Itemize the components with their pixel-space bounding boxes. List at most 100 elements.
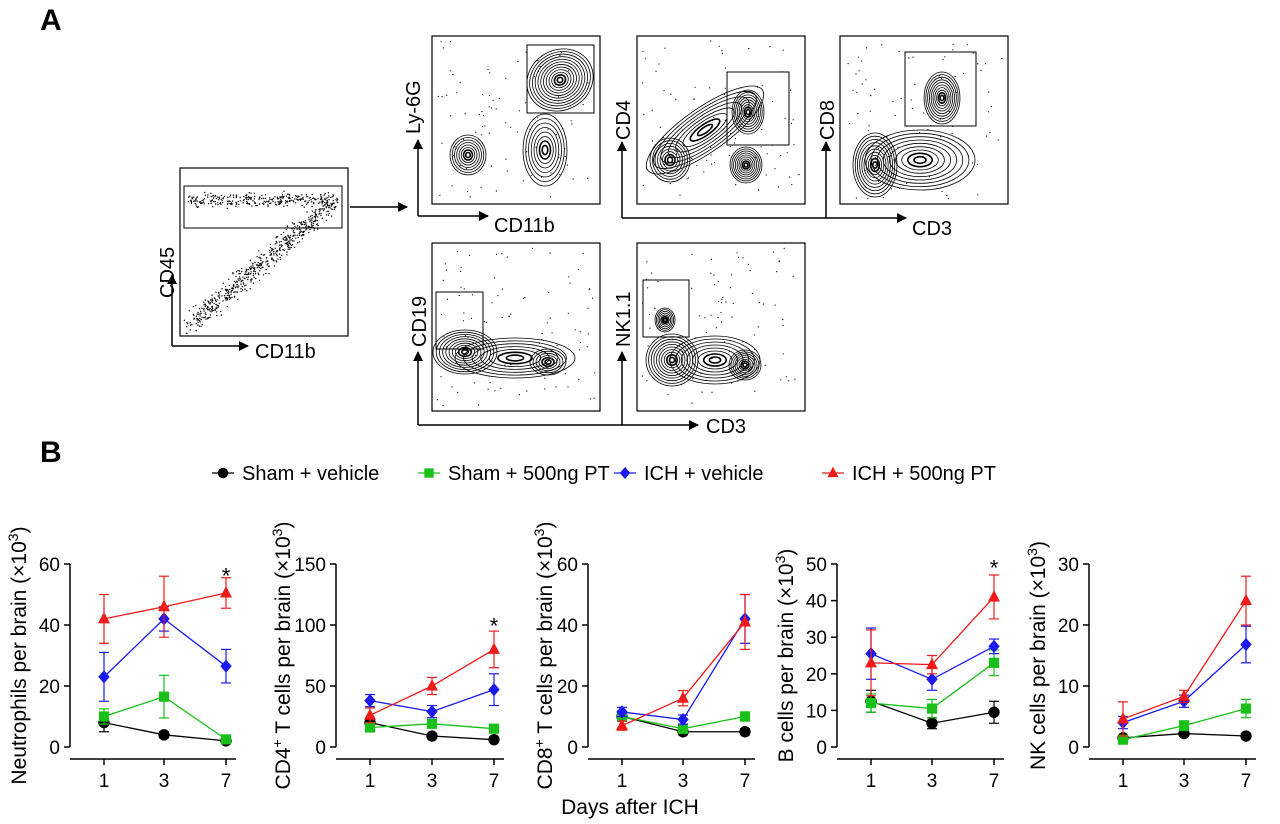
scatter-dot [282,196,284,198]
contour-line [736,357,754,373]
scatter-dot [272,197,275,199]
scatter-dot [228,200,230,202]
scatter-dot [320,214,322,217]
contour-line [660,314,670,326]
scatter-dot [504,364,506,366]
scatter-dot [207,309,209,311]
scatter-dot [224,296,226,299]
scatter-dot [482,93,484,95]
scatter-dot [204,305,207,308]
contour-plot [642,247,796,404]
contour-line [451,137,485,173]
scatter-dot [337,198,339,201]
scatter-dot [495,108,497,110]
contour-line [532,350,564,374]
scatter-dot [442,47,444,49]
scatter-dot [495,253,498,255]
scatter-dot [286,201,288,204]
contour-line [544,358,552,365]
scatter-dot [582,252,584,254]
scatter-dot [235,195,238,197]
scatter-dot [333,206,335,208]
scatter-dot [764,364,766,366]
scatter-dot [230,291,232,293]
scatter-dot [315,209,317,211]
scatter-dot [214,309,216,311]
data-point-circle [426,730,438,742]
scatter-dot [317,198,319,200]
y-axis-label: CD8+ T cells per brain (×103) [531,522,557,790]
scatter-dot [218,292,220,294]
scatter-dot [276,236,279,238]
scatter-dot [273,260,275,262]
panel-letter-b: B [40,436,62,469]
scatter-dot [662,137,664,139]
scatter-dot [729,287,731,289]
scatter-dot [288,242,290,244]
scatter-dot [294,194,297,197]
scatter-dot [792,275,794,277]
scatter-dot [205,318,207,320]
scatter-dot [505,158,507,160]
scatter-dot [328,199,330,201]
scatter-dot [244,271,247,273]
scatter-dot [784,117,786,119]
scatter-dot [538,342,541,344]
scatter-dot [288,240,290,242]
scatter-dot [253,198,256,200]
scatter-dot [303,223,306,226]
scatter-dot [569,105,571,107]
scatter-dot [452,154,454,156]
scatter-dot [951,125,954,127]
scatter-dot [247,276,250,278]
scatter-dot [185,332,187,335]
scatter-dot [253,201,256,203]
scatter-dot [307,201,309,203]
scatter-dot [769,46,771,48]
scatter-dot [201,307,203,310]
scatter-dot [232,273,234,275]
scatter-dot [946,195,948,197]
scatter-dot [306,202,308,204]
scatter-dot [301,238,303,240]
y-axis-label-part: CD4 [272,747,295,789]
scatter-dot [452,73,454,76]
scatter-dot [311,226,313,228]
scatter-dot [258,250,260,252]
scatter-dot [475,354,477,357]
scatter-dot [283,231,285,234]
scatter-dot [204,194,206,196]
scatter-dot [325,214,328,216]
scatter-dot [567,70,570,72]
x-tick-label: 7 [1241,771,1252,792]
scatter-dot [196,313,199,315]
y-tick-label: 40 [557,616,578,637]
scatter-dot [976,163,979,165]
flow-plot-cd19 [431,242,601,412]
scatter-dot [275,237,277,239]
scatter-dot [678,160,680,162]
scatter-dot [225,299,227,301]
scatter-dot [227,294,229,297]
scatter-dot [471,294,474,296]
scatter-dot [886,136,888,138]
scatter-dot [484,125,486,127]
scatter-dot [217,305,219,307]
scatter-dot [258,270,261,272]
scatter-dot [867,129,869,131]
scatter-dot [183,319,186,321]
scatter-dot [312,222,314,225]
contour-line [656,343,689,376]
scatter-dot [988,91,990,93]
scatter-dot [285,195,287,197]
scatter-dot [646,380,648,382]
contour-line [657,310,673,329]
scatter-dot [754,156,756,159]
contour-line [692,347,738,373]
scatter-dot [235,196,237,199]
scatter-dot [778,261,780,263]
scatter-dot [331,208,333,210]
scatter-dot [540,176,543,178]
data-point-triangle [1117,712,1129,724]
series-line [103,618,227,678]
